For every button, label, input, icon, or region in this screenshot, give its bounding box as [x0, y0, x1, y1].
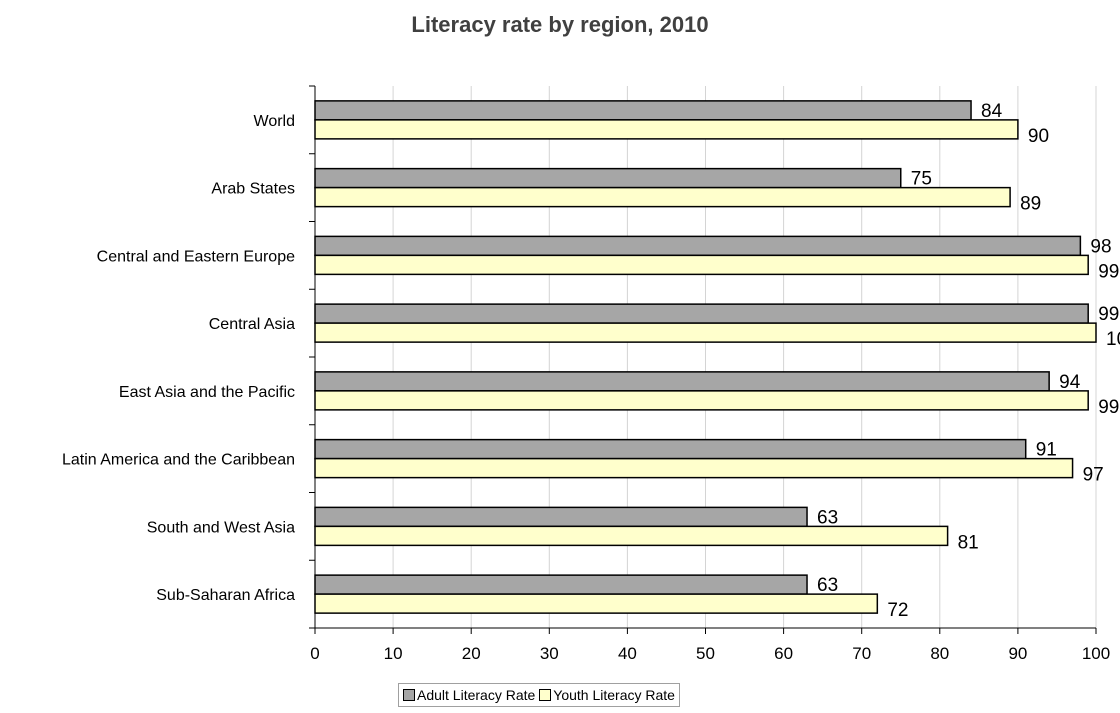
x-tick-label: 90: [1008, 644, 1027, 663]
category-label: Central Asia: [209, 316, 295, 333]
data-label-adult: 63: [817, 575, 838, 596]
bar-youth: [314, 390, 1089, 411]
category-label: Latin America and the Caribbean: [62, 452, 295, 469]
bar-adult: [314, 167, 902, 189]
data-label-adult: 75: [911, 169, 932, 190]
bar-youth: [314, 254, 1089, 276]
bar-adult: [314, 235, 1082, 257]
legend-swatch-adult: [403, 689, 415, 701]
category-label: Arab States: [211, 181, 295, 198]
bar-adult: [314, 438, 1027, 460]
x-tick-label: 30: [540, 644, 559, 663]
bar-youth: [314, 186, 1011, 208]
data-label-youth: 99: [1098, 397, 1119, 418]
x-tick-label: 20: [462, 644, 481, 663]
category-label: World: [254, 113, 296, 130]
legend-item-youth: Youth Literacy Rate: [539, 687, 675, 703]
bar-youth: [314, 119, 1019, 140]
x-tick-label: 80: [930, 644, 949, 663]
x-tick-label: 0: [310, 644, 319, 663]
data-label-youth: 72: [887, 600, 908, 621]
bar-youth: [314, 457, 1074, 479]
x-tick-label: 60: [774, 644, 793, 663]
x-tick-label: 10: [384, 644, 403, 663]
category-label: East Asia and the Pacific: [119, 384, 295, 401]
bar-adult: [314, 371, 1050, 392]
data-label-youth: 81: [958, 532, 979, 553]
data-label-adult: 84: [981, 101, 1003, 122]
chart-title: Literacy rate by region, 2010: [411, 12, 709, 37]
legend-label-youth: Youth Literacy Rate: [553, 687, 675, 703]
chart-legend: Adult Literacy Rate Youth Literacy Rate: [398, 683, 680, 707]
bar-adult: [314, 574, 808, 595]
data-label-adult: 98: [1090, 236, 1111, 257]
x-tick-label: 100: [1082, 644, 1110, 663]
x-tick-label: 70: [852, 644, 871, 663]
bar-youth: [314, 322, 1097, 343]
data-label-youth: 90: [1028, 126, 1049, 147]
legend-item-adult: Adult Literacy Rate: [403, 687, 535, 703]
data-label-youth: 89: [1020, 194, 1041, 215]
x-tick-label: 40: [618, 644, 637, 663]
bar-adult: [314, 100, 972, 121]
data-label-youth: 97: [1083, 465, 1104, 486]
bar-youth: [314, 593, 879, 614]
data-label-adult: 91: [1036, 440, 1057, 461]
category-label: Sub-Saharan Africa: [156, 587, 295, 604]
data-label-youth: 99: [1098, 261, 1119, 282]
data-label-adult: 99: [1098, 304, 1119, 325]
category-label: South and West Asia: [147, 519, 295, 536]
x-tick-label: 50: [696, 644, 715, 663]
bar-adult: [314, 303, 1089, 324]
data-label-adult: 63: [817, 507, 838, 528]
data-label-youth: 100: [1106, 329, 1120, 350]
legend-label-adult: Adult Literacy Rate: [417, 687, 536, 703]
bar-adult: [314, 506, 808, 528]
category-label: Central and Eastern Europe: [97, 248, 295, 265]
data-label-adult: 94: [1059, 372, 1081, 393]
bar-youth: [314, 525, 949, 547]
legend-swatch-youth: [539, 689, 552, 701]
